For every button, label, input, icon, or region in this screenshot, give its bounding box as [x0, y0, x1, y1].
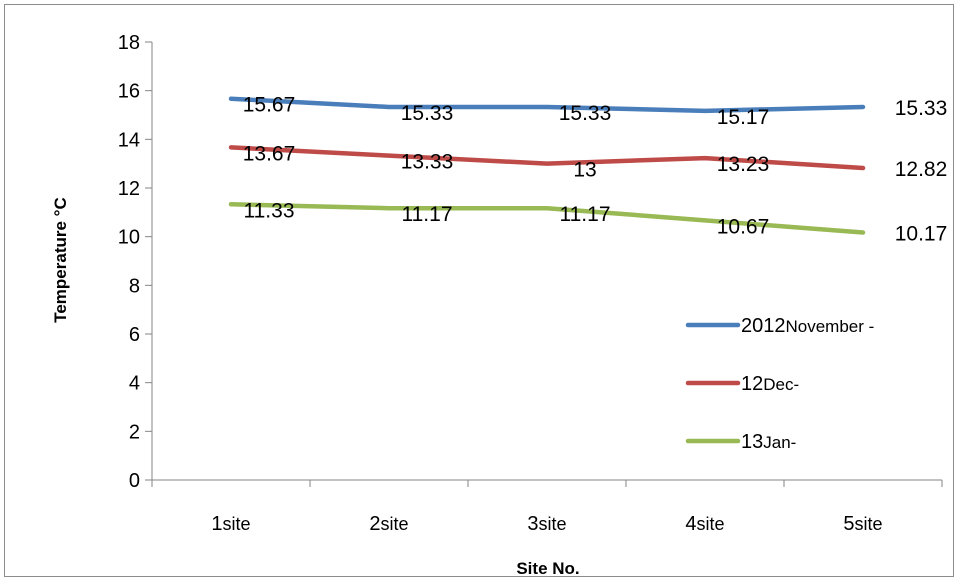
data-label: 13.67: [243, 142, 296, 165]
data-labels: 15.67 15.33 15.33 15.17 15.33 13.67 13.33 13 13.…: [243, 94, 948, 246]
legend-entry-0: 2012November -: [741, 315, 874, 337]
data-label: 10.17: [895, 223, 948, 246]
y-tick-label: 12: [118, 178, 140, 200]
y-tick-label: 0: [129, 470, 140, 492]
chart-frame: [4, 4, 954, 577]
x-tick-label: 3site: [527, 513, 566, 535]
y-tick-label: 16: [118, 81, 140, 103]
y-tick-label: 14: [118, 129, 140, 151]
data-label: 10.67: [717, 215, 770, 238]
data-label: 13.33: [401, 151, 454, 174]
y-tick-label: 6: [129, 324, 140, 346]
y-axis: 0 2 4 6 8 10 12 14 16 18: [118, 32, 153, 492]
data-label: 13: [573, 159, 596, 182]
legend: 2012November - 12Dec- 13Jan-: [685, 315, 874, 453]
y-tick-label: 4: [129, 373, 140, 395]
data-label: 12.82: [895, 158, 948, 181]
y-tick-label: 18: [118, 32, 140, 54]
x-tick-label: 2site: [369, 513, 408, 535]
data-label: 15.17: [717, 106, 770, 129]
data-label: 15.33: [895, 97, 948, 120]
data-label: 15.67: [243, 94, 296, 117]
x-tick-label: 5site: [843, 513, 882, 535]
x-tick-label: 1site: [211, 513, 250, 535]
data-label: 15.33: [401, 102, 454, 125]
data-label: 13.23: [717, 153, 770, 176]
series-layer: [228, 96, 866, 235]
data-label: 11.33: [244, 199, 295, 222]
y-tick-label: 2: [129, 421, 140, 443]
x-tick-label: 4site: [685, 513, 724, 535]
legend-entry-1: 12Dec-: [741, 373, 799, 395]
y-axis-title: Temperature °C: [51, 197, 70, 323]
x-axis-title: Site No.: [516, 559, 579, 578]
y-tick-label: 8: [129, 275, 140, 297]
series-line-0: [228, 96, 866, 114]
series-line-2: [228, 202, 866, 235]
series-line-1: [228, 145, 866, 171]
data-label: 15.33: [559, 102, 612, 125]
y-tick-label: 10: [118, 227, 140, 249]
data-label: 11.17: [560, 203, 611, 226]
data-label: 11.17: [402, 203, 453, 226]
x-axis: 1site 2site 3site 4site 5site: [151, 479, 943, 535]
legend-entry-2: 13Jan-: [741, 431, 796, 453]
